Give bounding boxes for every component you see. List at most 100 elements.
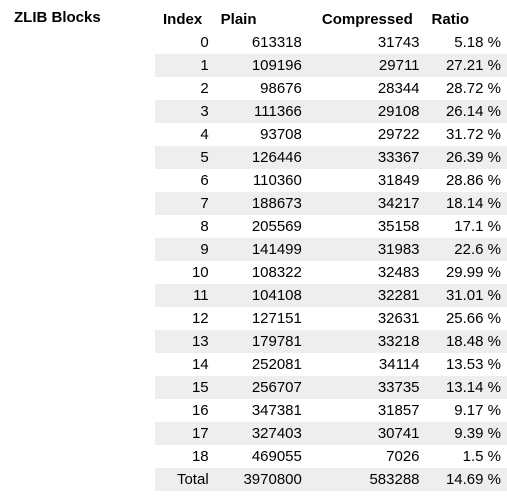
table-row: 13 179781 33218 18.48 % [155,330,507,353]
cell-plain: 93708 [260,126,302,143]
cell-compressed: 29711 [315,54,426,77]
table-row: 11 104108 32281 31.01 % [155,284,507,307]
cell-compressed: 34217 [315,192,426,215]
cell-ratio: 1.5 % [462,448,501,465]
cell-plain: 327403 [214,422,316,445]
total-cell-compressed: 583288 [315,468,426,491]
cell-plain: 109196 [214,54,316,77]
cell-ratio: 9.39 % [425,422,507,445]
cell-plain: 108322 [251,264,302,281]
cell-index: 2 [200,80,209,97]
cell-index: 9 [155,238,215,261]
cell-plain: 111366 [214,100,316,123]
cell-index: 4 [200,126,209,143]
cell-index: 17 [155,422,215,445]
cell-ratio: 28.86 % [445,172,501,189]
cell-ratio: 29.99 % [445,264,501,281]
cell-compressed: 31743 [377,34,420,51]
table-row: 10 108322 32483 29.99 % [155,261,507,284]
table-row: 18 469055 7026 1.5 % [155,445,507,468]
cell-index: 7 [155,192,215,215]
cell-ratio: 26.39 % [425,146,507,169]
cell-ratio: 5.18 % [454,34,501,51]
column-header-plain: Plain [220,11,257,28]
column-header-index: Index [163,11,203,28]
cell-plain: 127151 [251,310,302,327]
zlib-blocks-table: Index Plain Compressed Ratio 0 613318 3174… [155,8,507,491]
cell-ratio: 27.21 % [425,54,507,77]
cell-compressed: 31849 [377,172,420,189]
cell-plain: 613318 [251,34,302,51]
cell-index: 18 [191,448,209,465]
cell-index: 6 [200,172,209,189]
cell-compressed: 30741 [315,422,426,445]
column-header-compressed: Compressed [321,11,413,28]
cell-compressed: 33735 [315,376,426,399]
cell-plain: 110360 [252,172,302,189]
cell-compressed: 33218 [315,330,426,353]
cell-compressed: 31857 [377,402,420,419]
cell-compressed: 29108 [315,100,426,123]
table-row: 6 110360 31849 28.86 % [155,169,507,192]
cell-plain: 104108 [214,284,316,307]
cell-compressed: 7026 [386,448,420,465]
table-row: 14 252081 34114 13.53 % [155,353,507,376]
column-header-ratio: Ratio [431,11,470,28]
table-row: 1 109196 29711 27.21 % [155,54,507,77]
cell-ratio: 17.1 % [454,218,501,235]
cell-plain: 126446 [214,146,316,169]
total-cell-plain: 3970800 [214,468,316,491]
section-title: ZLIB Blocks [14,9,101,26]
table-row: 17 327403 30741 9.39 % [155,422,507,445]
cell-ratio: 28.72 % [445,80,501,97]
cell-ratio: 9.17 % [454,402,501,419]
cell-compressed: 28344 [377,80,420,97]
table-row: 3 111366 29108 26.14 % [155,100,507,123]
table-header-row: Index Plain Compressed Ratio [155,8,507,31]
table-row: 12 127151 32631 25.66 % [155,307,507,330]
cell-index: 8 [200,218,209,235]
cell-index: 13 [155,330,215,353]
cell-ratio: 25.66 % [445,310,501,327]
cell-index: 15 [155,376,215,399]
table-row: 2 98676 28344 28.72 % [155,77,507,100]
total-cell-ratio: 14.69 % [425,468,507,491]
cell-compressed: 29722 [377,126,420,143]
cell-ratio: 31.01 % [425,284,507,307]
table-row: 15 256707 33735 13.14 % [155,376,507,399]
cell-index: 3 [155,100,215,123]
table-total-row: Total 3970800 583288 14.69 % [155,468,507,491]
table-row: 9 141499 31983 22.6 % [155,238,507,261]
total-cell-index: Total [155,468,215,491]
table-row: 4 93708 29722 31.72 % [155,123,507,146]
cell-compressed: 35158 [377,218,420,235]
cell-index: 5 [155,146,215,169]
cell-ratio: 18.48 % [425,330,507,353]
cell-index: 10 [191,264,209,281]
cell-ratio: 26.14 % [425,100,507,123]
table-row: 5 126446 33367 26.39 % [155,146,507,169]
cell-compressed: 32483 [377,264,420,281]
cell-plain: 141499 [214,238,316,261]
cell-plain: 179781 [214,330,316,353]
cell-plain: 205569 [251,218,302,235]
cell-compressed: 32631 [377,310,420,327]
cell-index: 16 [191,402,209,419]
cell-plain: 256707 [214,376,316,399]
cell-index: 0 [200,34,209,51]
cell-plain: 347381 [251,402,302,419]
table-row: 0 613318 31743 5.18 % [155,31,507,54]
cell-index: 11 [155,284,215,307]
cell-plain: 252081 [251,356,302,373]
cell-compressed: 31983 [315,238,426,261]
cell-ratio: 13.14 % [425,376,507,399]
cell-plain: 469055 [251,448,302,465]
cell-plain: 188673 [214,192,316,215]
cell-plain: 98676 [260,80,302,97]
cell-ratio: 22.6 % [425,238,507,261]
cell-compressed: 33367 [315,146,426,169]
cell-ratio: 13.53 % [445,356,501,373]
cell-compressed: 34114 [378,356,420,373]
cell-ratio: 18.14 % [425,192,507,215]
cell-index: 12 [191,310,209,327]
